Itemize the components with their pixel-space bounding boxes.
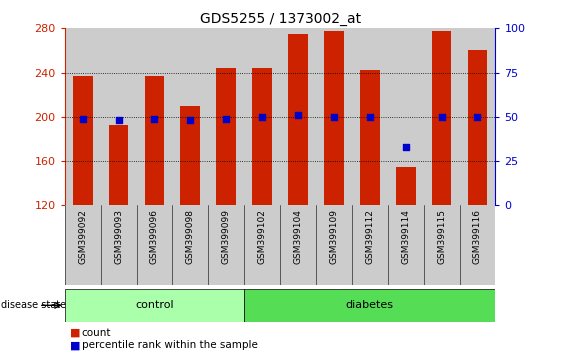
Text: GSM399116: GSM399116: [473, 209, 482, 264]
Bar: [137, 28, 172, 205]
Text: diabetes: diabetes: [346, 300, 394, 310]
Bar: [280, 205, 316, 285]
Bar: [172, 205, 208, 285]
Point: [150, 116, 159, 121]
Text: GSM399098: GSM399098: [186, 209, 195, 264]
Bar: [65, 205, 101, 285]
Bar: [459, 28, 495, 205]
Point: [365, 114, 374, 120]
Bar: [172, 28, 208, 205]
Bar: [208, 205, 244, 285]
Text: GSM399112: GSM399112: [365, 209, 374, 264]
Bar: [352, 28, 388, 205]
Bar: [316, 205, 352, 285]
Text: GSM399102: GSM399102: [258, 209, 267, 264]
Text: disease state: disease state: [1, 300, 66, 310]
Bar: [432, 30, 452, 205]
Bar: [360, 70, 379, 205]
Text: GSM399093: GSM399093: [114, 209, 123, 264]
Bar: [181, 106, 200, 205]
Bar: [459, 205, 495, 285]
Point: [114, 118, 123, 123]
Bar: [252, 68, 272, 205]
Point: [78, 116, 87, 121]
Text: control: control: [135, 300, 174, 310]
Bar: [244, 205, 280, 285]
Bar: [137, 205, 172, 285]
Text: GSM399114: GSM399114: [401, 209, 410, 264]
Bar: [73, 76, 92, 205]
Point: [186, 118, 195, 123]
Bar: [280, 28, 316, 205]
Text: GSM399115: GSM399115: [437, 209, 446, 264]
Text: ■: ■: [70, 328, 81, 338]
Point: [222, 116, 231, 121]
Text: GSM399109: GSM399109: [329, 209, 338, 264]
Bar: [288, 34, 308, 205]
Bar: [324, 30, 344, 205]
Bar: [145, 76, 164, 205]
Point: [437, 114, 446, 120]
Bar: [208, 28, 244, 205]
Bar: [65, 289, 244, 322]
Bar: [388, 205, 424, 285]
Text: GSM399096: GSM399096: [150, 209, 159, 264]
Bar: [109, 125, 128, 205]
Bar: [101, 28, 137, 205]
Bar: [101, 205, 137, 285]
Bar: [468, 50, 488, 205]
Bar: [424, 205, 459, 285]
Bar: [396, 167, 415, 205]
Bar: [316, 28, 352, 205]
Text: percentile rank within the sample: percentile rank within the sample: [82, 340, 257, 350]
Bar: [424, 28, 459, 205]
Bar: [388, 28, 424, 205]
Point: [473, 114, 482, 120]
Title: GDS5255 / 1373002_at: GDS5255 / 1373002_at: [199, 12, 361, 26]
Text: ■: ■: [70, 340, 81, 350]
Bar: [244, 289, 495, 322]
Bar: [216, 68, 236, 205]
Point: [293, 112, 302, 118]
Text: GSM399092: GSM399092: [78, 209, 87, 264]
Text: count: count: [82, 328, 111, 338]
Point: [329, 114, 338, 120]
Bar: [352, 205, 388, 285]
Text: GSM399104: GSM399104: [293, 209, 302, 264]
Point: [258, 114, 267, 120]
Point: [401, 144, 410, 150]
Bar: [65, 28, 101, 205]
Text: GSM399099: GSM399099: [222, 209, 231, 264]
Bar: [244, 28, 280, 205]
